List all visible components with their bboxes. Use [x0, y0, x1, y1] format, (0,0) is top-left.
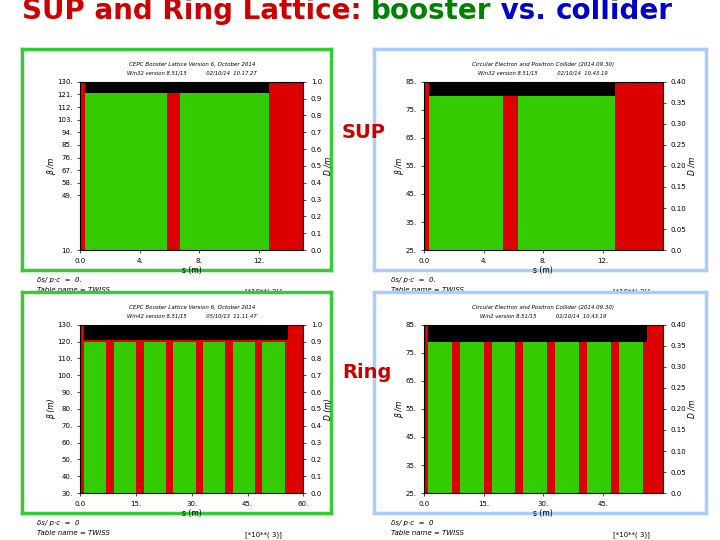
Bar [84, 325, 289, 340]
Y-axis label: β /m: β /m [395, 400, 404, 417]
Y-axis label: β /m: β /m [395, 157, 404, 174]
Text: collider: collider [556, 0, 673, 24]
Text: Circular Electron and Positron Collider (2014.09.30): Circular Electron and Positron Collider … [472, 63, 614, 68]
Bar [587, 339, 611, 493]
Text: vs.: vs. [491, 0, 556, 24]
Bar [114, 342, 136, 493]
Bar [428, 82, 615, 96]
Bar [492, 339, 516, 493]
Text: Table name = TWISS: Table name = TWISS [391, 287, 464, 293]
Y-axis label: β (m): β (m) [47, 399, 55, 419]
Y-axis label: D (m): D (m) [323, 398, 333, 420]
Bar [555, 339, 579, 493]
Bar [174, 342, 196, 493]
Bar [618, 339, 643, 493]
Bar [523, 339, 547, 493]
Text: Table name = TWISS: Table name = TWISS [37, 530, 110, 536]
Bar [143, 342, 166, 493]
Text: booster: booster [371, 0, 491, 24]
Bar [233, 342, 255, 493]
Text: Win2 version 8.51/15            02/10/14  10.43.19: Win2 version 8.51/15 02/10/14 10.43.19 [480, 313, 606, 318]
Text: Win32 version 8.51/15            02/10/14  10.43.19: Win32 version 8.51/15 02/10/14 10.43.19 [478, 70, 608, 75]
Text: δs/ p·c  =  0.: δs/ p·c = 0. [391, 277, 436, 283]
X-axis label: s (m): s (m) [534, 267, 553, 275]
Text: SUP and Ring Lattice:: SUP and Ring Lattice: [22, 0, 371, 24]
Text: [*10**( 3)]: [*10**( 3)] [245, 288, 282, 295]
Text: [*10**( 3)]: [*10**( 3)] [245, 531, 282, 538]
Text: Win42 version 8.51/15            05/10/13  11.11.47: Win42 version 8.51/15 05/10/13 11.11.47 [127, 313, 257, 318]
Y-axis label: β /m: β /m [47, 157, 55, 174]
Text: Circular Electron and Positron Collider (2014.09.30): Circular Electron and Positron Collider … [472, 306, 614, 310]
Text: [*10**( 3)]: [*10**( 3)] [613, 288, 649, 295]
Text: δs/ p·c  =  0: δs/ p·c = 0 [37, 520, 80, 526]
Bar [85, 82, 269, 93]
Text: Win32 version 8.51/15            02/10/14  10.17.27: Win32 version 8.51/15 02/10/14 10.17.27 [127, 70, 257, 75]
Bar [428, 96, 503, 250]
X-axis label: s (m): s (m) [534, 510, 553, 518]
Text: Table name = TWISS: Table name = TWISS [37, 287, 110, 293]
Bar [518, 96, 615, 250]
Bar [460, 339, 484, 493]
Text: δs/ p·c  =  0.: δs/ p·c = 0. [37, 277, 82, 283]
Text: Table name = TWISS: Table name = TWISS [391, 530, 464, 536]
Y-axis label: D /m: D /m [323, 157, 333, 175]
Text: CEPC Booster Lattice Version 6, October 2014: CEPC Booster Lattice Version 6, October … [129, 306, 255, 310]
Y-axis label: D /m: D /m [688, 400, 696, 418]
Bar [263, 342, 285, 493]
Text: δs/ p·c  =  0: δs/ p·c = 0 [391, 520, 433, 526]
Bar [203, 342, 225, 493]
Y-axis label: D /m: D /m [688, 157, 696, 175]
Bar [428, 339, 452, 493]
Text: [*10**( 3)]: [*10**( 3)] [613, 531, 649, 538]
Bar [84, 342, 107, 493]
X-axis label: s (m): s (m) [182, 267, 202, 275]
Bar [428, 325, 647, 342]
Text: CEPC Booster Lattice Version 6, October 2014: CEPC Booster Lattice Version 6, October … [129, 63, 255, 68]
Text: SUP: SUP [342, 123, 386, 142]
X-axis label: s (m): s (m) [182, 510, 202, 518]
Bar [180, 93, 269, 250]
Text: Ring: Ring [342, 363, 392, 382]
Bar [85, 93, 166, 250]
